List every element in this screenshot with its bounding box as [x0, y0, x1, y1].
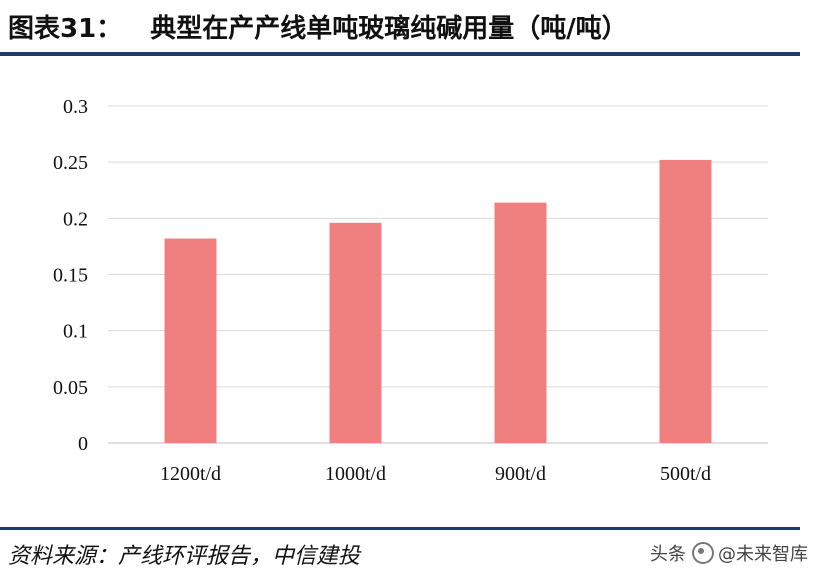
y-tick-label: 0.05	[53, 377, 88, 399]
x-tick-label: 500t/d	[660, 463, 711, 485]
bar	[329, 222, 382, 443]
x-tick-label: 900t/d	[495, 463, 546, 485]
chart-title: 典型在产产线单吨玻璃纯碱用量（吨/吨）	[150, 13, 628, 44]
watermark: 头条 @未来智库	[650, 540, 808, 566]
y-axis-ticks: 0 0.05 0.1 0.15 0.2 0.25 0.3	[53, 96, 88, 455]
bar-chart: 0 0.05 0.1 0.15 0.2 0.25 0.3 1200t/d 1000t/d 900…	[53, 96, 768, 485]
watermark-prefix: 头条	[650, 544, 686, 565]
gridlines	[108, 105, 768, 444]
x-tick-label: 1000t/d	[325, 463, 386, 485]
bars	[164, 159, 712, 444]
watermark-name: @未来智库	[718, 544, 808, 565]
y-tick-label: 0.3	[63, 96, 88, 118]
bar	[164, 238, 217, 443]
y-tick-label: 0	[78, 433, 88, 455]
chart-title-row: 图表31： 典型在产产线单吨玻璃纯碱用量（吨/吨）	[8, 6, 628, 46]
footer-divider	[0, 527, 800, 530]
figure-label: 图表31：	[8, 13, 123, 44]
x-tick-label: 1200t/d	[160, 463, 221, 485]
bar	[659, 159, 712, 444]
header-divider	[0, 52, 800, 56]
y-tick-label: 0.25	[53, 152, 88, 174]
x-axis-ticks: 1200t/d 1000t/d 900t/d 500t/d	[160, 463, 711, 485]
source-note: 资料来源：产线环评报告，中信建投	[8, 544, 361, 569]
wechat-icon	[692, 542, 714, 564]
y-tick-label: 0.2	[63, 208, 88, 230]
y-tick-label: 0.15	[53, 265, 88, 287]
bar	[494, 202, 547, 443]
y-tick-label: 0.1	[63, 321, 88, 343]
